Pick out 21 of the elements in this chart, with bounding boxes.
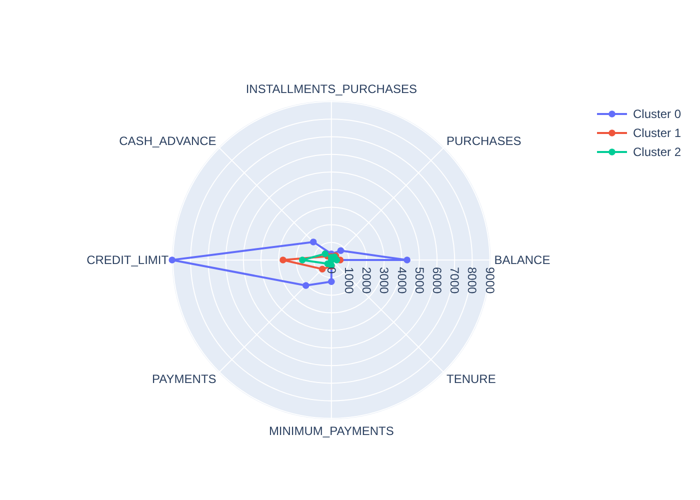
spoke-label: TENURE bbox=[446, 372, 496, 386]
spoke-label: BALANCE bbox=[494, 253, 550, 267]
legend-label: Cluster 2 bbox=[633, 145, 682, 159]
y-tick-label: 3000 bbox=[377, 267, 392, 294]
y-tick-label: 4000 bbox=[394, 267, 409, 294]
legend-label: Cluster 0 bbox=[633, 107, 682, 121]
y-tick-label: 6000 bbox=[430, 267, 444, 294]
spoke-label: INSTALLMENTS_PURCHASES bbox=[246, 82, 417, 96]
y-tick-label: 1000 bbox=[342, 267, 356, 294]
y-tick-label: 9000 bbox=[482, 267, 497, 294]
y-tick-label: 8000 bbox=[465, 267, 480, 294]
spoke-label: CASH_ADVANCE bbox=[119, 134, 216, 148]
spoke-label: MINIMUM_PAYMENTS bbox=[268, 424, 394, 438]
spoke-label: CREDIT_LIMIT bbox=[86, 253, 170, 267]
spoke-label: PAYMENTS bbox=[152, 372, 216, 386]
y-tick-label: 7000 bbox=[448, 267, 462, 294]
spoke-label: PURCHASES bbox=[446, 134, 522, 148]
y-tick-label: 2000 bbox=[360, 267, 374, 294]
y-tick-label: 5000 bbox=[412, 267, 426, 294]
legend-label: Cluster 1 bbox=[633, 126, 682, 140]
y-tick-label: 0 bbox=[324, 267, 338, 274]
